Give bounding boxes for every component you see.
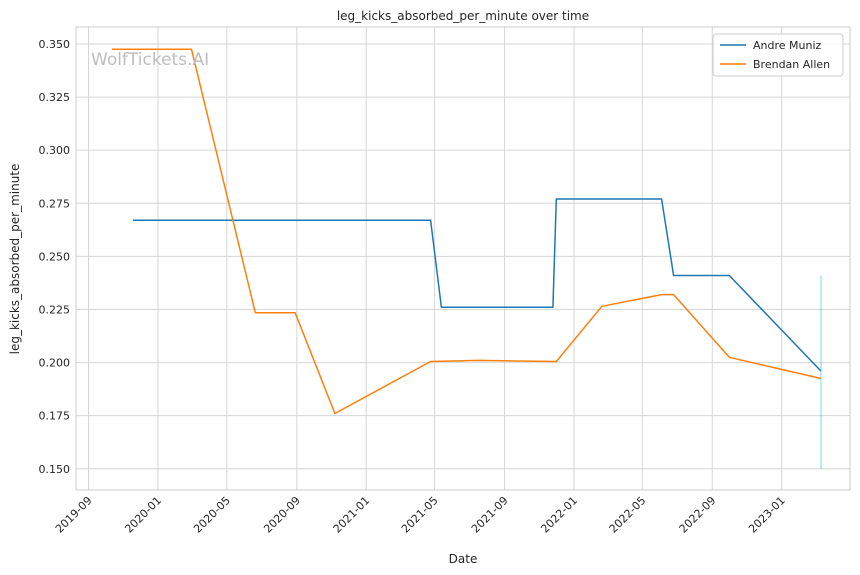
y-tick-label-0.175: 0.175 bbox=[39, 410, 71, 423]
series-line-brendan-allen bbox=[111, 48, 822, 415]
plot-frame bbox=[75, 26, 851, 491]
legend-label-brendan-allen: Brendan Allen bbox=[753, 58, 830, 71]
y-axis-label: leg_kicks_absorbed_per_minute bbox=[8, 164, 22, 355]
y-tick-labels: 0.150 0.175 0.200 0.225 0.250 0.275 0.300 0.325… bbox=[39, 38, 71, 476]
x-tick-label-2022-01: 2022-01 bbox=[538, 494, 580, 536]
y-tick-label-0.200: 0.200 bbox=[39, 357, 71, 370]
watermark: WolfTickets.AI bbox=[91, 50, 209, 70]
x-axis-label: Date bbox=[449, 552, 478, 566]
x-tick-label-2020-05: 2020-05 bbox=[191, 494, 233, 536]
series-line-andre-muniz bbox=[132, 198, 822, 372]
x-tick-label-2020-01: 2020-01 bbox=[122, 494, 164, 536]
grid-lines bbox=[76, 27, 850, 490]
x-tick-label-2019-09: 2019-09 bbox=[53, 494, 95, 536]
y-tick-label-0.275: 0.275 bbox=[39, 197, 71, 210]
y-tick-label-0.300: 0.300 bbox=[39, 144, 71, 157]
x-tick-labels: 2019-09 2020-01 2020-05 2020-09 2021-01 2021-… bbox=[53, 494, 788, 536]
y-tick-label-0.150: 0.150 bbox=[39, 463, 71, 476]
y-tick-label-0.325: 0.325 bbox=[39, 91, 71, 104]
legend: Andre Muniz Brendan Allen bbox=[712, 33, 844, 77]
y-tick-label-0.250: 0.250 bbox=[39, 250, 71, 263]
chart-title: leg_kicks_absorbed_per_minute over time bbox=[337, 9, 589, 23]
y-tick-label-0.350: 0.350 bbox=[39, 38, 71, 51]
x-tick-label-2021-01: 2021-01 bbox=[331, 494, 373, 536]
x-tick-label-2021-05: 2021-05 bbox=[399, 494, 441, 536]
y-tick-label-0.225: 0.225 bbox=[39, 303, 71, 316]
x-tick-label-2021-09: 2021-09 bbox=[469, 494, 511, 536]
x-tick-label-2023-01: 2023-01 bbox=[746, 494, 788, 536]
legend-label-andre-muniz: Andre Muniz bbox=[753, 39, 822, 52]
x-tick-label-2020-09: 2020-09 bbox=[261, 494, 303, 536]
x-tick-label-2022-05: 2022-05 bbox=[607, 494, 649, 536]
series-lines bbox=[111, 48, 822, 469]
x-tick-label-2022-09: 2022-09 bbox=[677, 494, 719, 536]
